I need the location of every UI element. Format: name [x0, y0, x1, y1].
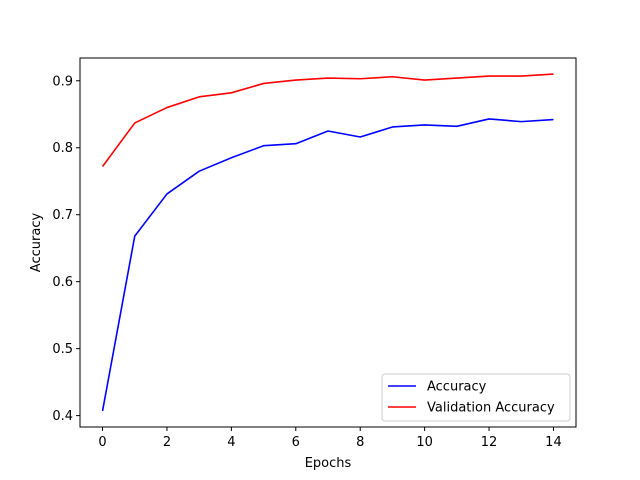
x-tick-label: 14: [545, 435, 562, 450]
x-tick-label: 2: [163, 435, 171, 450]
legend: Accuracy Validation Accuracy: [381, 373, 571, 422]
x-tick-label: 4: [227, 435, 235, 450]
y-axis-ticks: 0.4 0.5 0.6 0.7 0.8 0.9: [52, 74, 80, 424]
y-tick-label: 0.9: [52, 74, 73, 89]
x-tick-label: 10: [416, 435, 433, 450]
series-line-validation-accuracy: [101, 73, 554, 167]
series-lines: [101, 73, 554, 412]
plot-frame: [79, 57, 577, 428]
y-tick-label: 0.7: [52, 208, 73, 223]
legend-label: Accuracy: [427, 380, 487, 395]
x-tick-label: 6: [292, 435, 300, 450]
y-tick-label: 0.8: [52, 141, 73, 156]
x-tick-label: 8: [356, 435, 364, 450]
legend-box: [381, 373, 571, 422]
x-axis-label: Epochs: [305, 456, 352, 471]
y-axis-label: Accuracy: [29, 213, 44, 273]
legend-label: Validation Accuracy: [427, 401, 555, 416]
y-tick-label: 0.5: [52, 342, 73, 357]
y-tick-label: 0.6: [52, 275, 73, 290]
series-line-accuracy: [101, 118, 554, 412]
x-tick-label: 0: [98, 435, 106, 450]
y-tick-label: 0.4: [52, 409, 73, 424]
x-axis-ticks: 0 2 4 6 8 10 12 14: [98, 427, 562, 450]
x-tick-label: 12: [481, 435, 498, 450]
